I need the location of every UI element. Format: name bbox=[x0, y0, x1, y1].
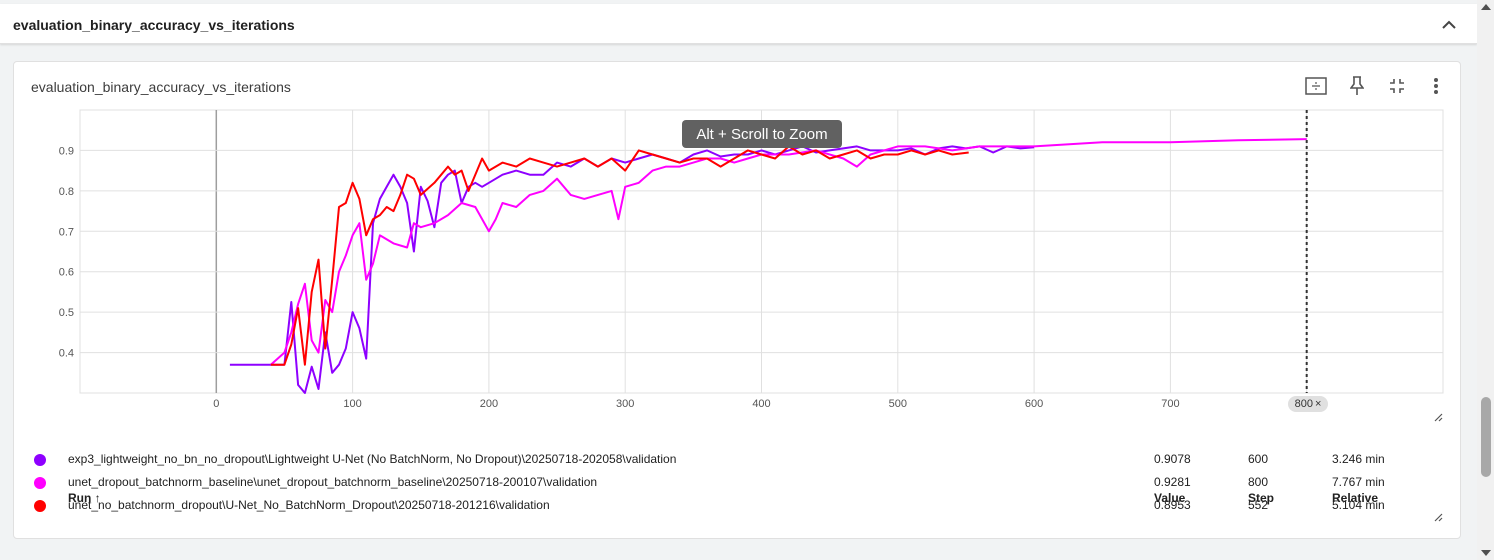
x-tick-label: 300 bbox=[616, 398, 634, 410]
scroll-down-icon[interactable] bbox=[1480, 548, 1492, 558]
section-header: evaluation_binary_accuracy_vs_iterations bbox=[0, 4, 1477, 44]
chart-series bbox=[229, 138, 1307, 394]
run-step: 800 bbox=[1248, 475, 1269, 489]
x-tick-label: 700 bbox=[1161, 398, 1179, 410]
series-line-1 bbox=[270, 138, 1307, 366]
run-value: 0.9078 bbox=[1154, 452, 1191, 466]
run-name: unet_dropout_batchnorm_baseline\unet_dro… bbox=[68, 475, 598, 489]
step-column-header[interactable]: Step bbox=[1248, 491, 1275, 505]
table-resize-handle[interactable] bbox=[1433, 512, 1443, 522]
run-relative: 7.767 min bbox=[1332, 475, 1385, 489]
more-vert-icon bbox=[1434, 78, 1438, 94]
run-color-dot[interactable] bbox=[34, 454, 46, 466]
step-badge-label: 800 bbox=[1294, 398, 1313, 410]
x-tick-label: 600 bbox=[1025, 398, 1043, 410]
relative-column-header[interactable]: Relative bbox=[1332, 491, 1379, 505]
run-step: 600 bbox=[1248, 452, 1269, 466]
chart-axes: 0 100 200 300 400 500 600 700 0.4 0.5 0.6 0.7 0.8 0.9 bbox=[59, 110, 1308, 410]
scrollbar-thumb[interactable] bbox=[1481, 397, 1491, 477]
zoom-tooltip: Alt + Scroll to Zoom bbox=[682, 120, 842, 148]
series-line-2 bbox=[270, 145, 969, 366]
x-tick-label: 400 bbox=[752, 398, 770, 410]
x-tick-label: 500 bbox=[889, 398, 907, 410]
card-title: evaluation_binary_accuracy_vs_iterations bbox=[31, 79, 291, 95]
run-column-header[interactable]: Run ↑ bbox=[68, 491, 101, 505]
fit-domain-button[interactable] bbox=[1304, 74, 1328, 98]
fit-domain-icon bbox=[1305, 77, 1327, 95]
collapse-icon bbox=[1390, 79, 1404, 93]
run-color-dot[interactable] bbox=[34, 500, 46, 512]
y-tick-label: 0.5 bbox=[59, 307, 74, 319]
run-name: exp3_lightweight_no_bn_no_dropout\Lightw… bbox=[68, 452, 677, 466]
section-title: evaluation_binary_accuracy_vs_iterations bbox=[13, 17, 295, 33]
scroll-up-icon[interactable] bbox=[1480, 2, 1492, 12]
chart-resize-handle[interactable] bbox=[1433, 412, 1443, 422]
value-column-header[interactable]: Value bbox=[1154, 491, 1186, 505]
chevron-up-icon bbox=[1442, 20, 1456, 29]
run-name: unet_no_batchnorm_dropout\U-Net_No_Batch… bbox=[68, 498, 550, 512]
close-icon[interactable]: × bbox=[1314, 398, 1322, 410]
more-options-button[interactable] bbox=[1424, 74, 1448, 98]
chart-grid bbox=[79, 109, 1444, 394]
run-relative: 3.246 min bbox=[1332, 452, 1385, 466]
pin-button[interactable] bbox=[1345, 74, 1369, 98]
run-color-dot[interactable] bbox=[34, 477, 46, 489]
x-tick-label: 200 bbox=[480, 398, 498, 410]
run-relative: 5.104 min bbox=[1332, 498, 1385, 512]
y-tick-label: 0.4 bbox=[59, 348, 74, 360]
pin-icon bbox=[1350, 76, 1364, 95]
series-line-0 bbox=[229, 145, 1035, 394]
x-tick-label: 0 bbox=[213, 398, 219, 410]
y-tick-label: 0.8 bbox=[59, 186, 74, 198]
y-tick-label: 0.7 bbox=[59, 226, 74, 238]
step-badge[interactable]: 800 × bbox=[1288, 396, 1328, 412]
y-tick-label: 0.6 bbox=[59, 267, 74, 279]
y-tick-label: 0.9 bbox=[59, 145, 74, 157]
run-value: 0.9281 bbox=[1154, 475, 1191, 489]
x-tick-label: 100 bbox=[343, 398, 361, 410]
run-value: 0.8953 bbox=[1154, 498, 1191, 512]
collapse-section-button[interactable] bbox=[1438, 14, 1460, 36]
run-step: 552 bbox=[1248, 498, 1269, 512]
collapse-chart-button[interactable] bbox=[1385, 74, 1409, 98]
